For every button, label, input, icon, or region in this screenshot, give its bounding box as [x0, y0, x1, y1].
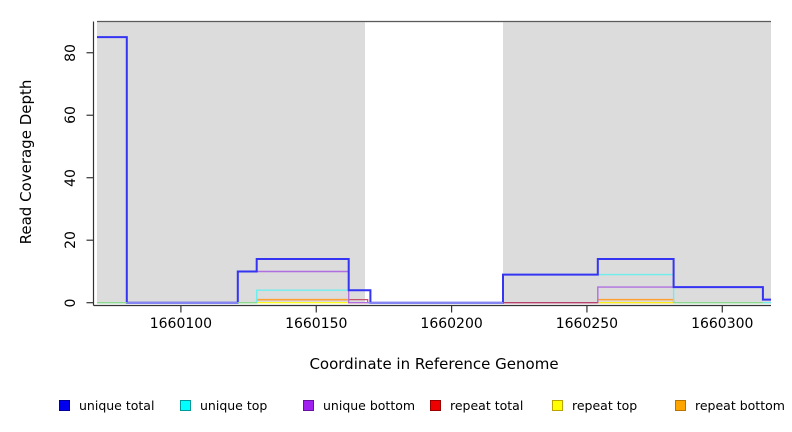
x-tick-label: 1660200	[420, 316, 483, 332]
no-data-mask	[364, 22, 504, 304]
x-axis-title: Coordinate in Reference Genome	[309, 355, 559, 373]
y-axis-title: Read Coverage Depth	[17, 79, 35, 245]
legend-swatch-repeat-bottom-icon	[675, 400, 686, 411]
legend: unique total unique top unique bottom re…	[0, 398, 792, 420]
y-tick-label: 80	[63, 43, 79, 62]
legend-label: repeat total	[450, 398, 524, 413]
legend-swatch-repeat-total-icon	[430, 400, 441, 411]
legend-swatch-repeat-top-icon	[552, 400, 563, 411]
legend-swatch-unique-bottom-icon	[303, 400, 314, 411]
y-tick-label: 0	[63, 298, 79, 308]
legend-item-repeat-total: repeat total	[430, 398, 523, 413]
x-tick-label: 1660300	[691, 316, 754, 332]
x-tick-label: 1660100	[149, 316, 213, 332]
legend-item-repeat-top: repeat top	[552, 398, 637, 413]
y-tick-label: 40	[63, 168, 79, 187]
y-tick-label: 60	[63, 106, 79, 125]
legend-item-unique-top: unique top	[180, 398, 267, 413]
legend-label: unique top	[200, 398, 268, 413]
legend-label: repeat top	[572, 398, 638, 413]
legend-item-unique-total: unique total	[59, 398, 154, 413]
legend-label: repeat bottom	[695, 398, 785, 413]
x-tick-label: 1660250	[555, 316, 619, 332]
legend-swatch-unique-total-icon	[59, 400, 70, 411]
legend-label: unique bottom	[323, 398, 416, 413]
legend-label: unique total	[79, 398, 155, 413]
legend-swatch-unique-top-icon	[180, 400, 191, 411]
x-tick-label: 1660150	[285, 316, 348, 332]
series-line-unique-total	[97, 36, 771, 304]
y-tick-label: 20	[63, 231, 79, 250]
legend-item-unique-bottom: unique bottom	[303, 398, 415, 413]
legend-item-repeat-bottom: repeat bottom	[675, 398, 785, 413]
